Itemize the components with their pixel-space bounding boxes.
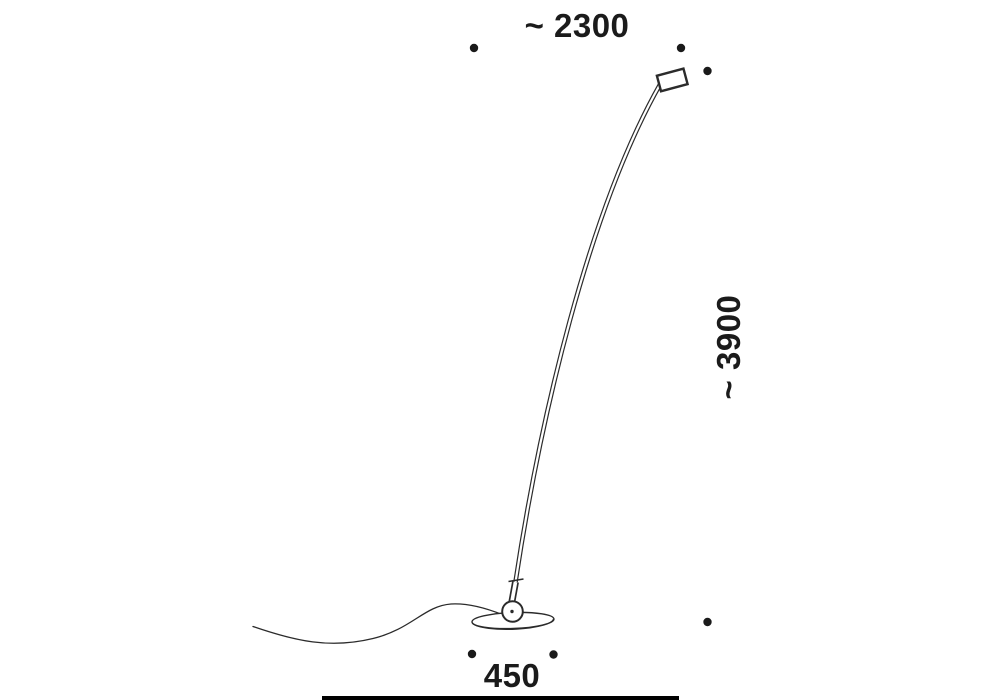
lamp-stem-arc	[513, 83, 663, 583]
reference-dot-top-right	[676, 43, 686, 53]
reference-dot-base-right	[549, 650, 558, 659]
bottom-edge-bar	[322, 696, 679, 700]
power-cable	[252, 603, 503, 644]
lamp-hinge	[501, 600, 524, 623]
reference-dot-top-left	[469, 43, 479, 53]
dimension-label-base-width: 450	[483, 657, 541, 694]
dimension-label-height: ~ 3900	[710, 294, 747, 400]
dimension-label-span: ~ 2300	[524, 7, 630, 44]
reference-dot-base-left	[467, 649, 477, 659]
lamp-head	[655, 67, 690, 93]
lamp-stem-arc-inner	[514, 83, 661, 583]
stem-joint-line	[508, 578, 524, 583]
reference-dot-side-top	[703, 66, 712, 76]
reference-dot-side-bottom	[703, 617, 712, 627]
